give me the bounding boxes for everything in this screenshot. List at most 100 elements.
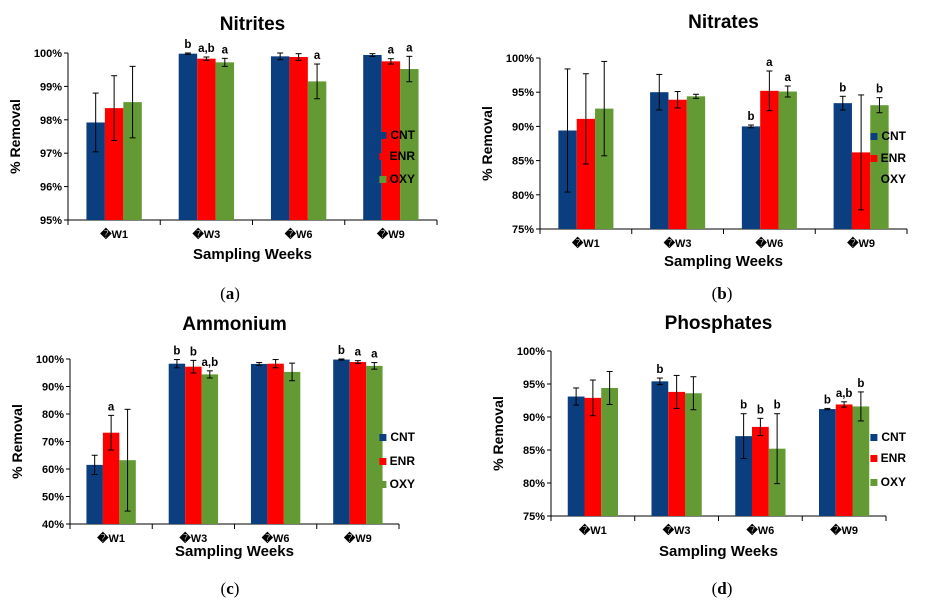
bar-oxy [283,371,301,524]
x-axis-label: Sampling Weeks [175,543,294,560]
bar-enr [835,404,853,516]
significance-label: b [774,400,781,412]
y-tick-label: 40% [42,519,64,531]
significance-label: a,b [836,388,853,400]
y-tick-label: 100% [506,53,534,65]
bar-oxy [601,387,618,516]
y-axis-label: % Removal [7,99,23,174]
bar-enr [267,363,284,524]
y-tick-label: 75% [512,224,534,236]
legend-label-enr: ENR [881,451,907,465]
x-tick-label: �W3 [663,236,692,250]
bar-cnt [363,55,382,221]
bar-cnt [86,464,103,524]
significance-label: b [857,378,864,390]
y-tick-label: 50% [42,492,64,504]
bar-oxy [123,102,142,220]
y-axis-label: % Removal [479,106,495,181]
bar-cnt [567,396,585,516]
legend-swatch-cnt [379,434,387,441]
chart-title: Ammonium [182,314,287,335]
y-tick-label: 95% [512,87,534,99]
legend-label-cnt: CNT [881,430,906,444]
legend-swatch-oxy [379,176,387,183]
bar-cnt [833,103,852,229]
legend-label-oxy: OXY [881,172,906,186]
y-tick-label: 98% [40,115,62,127]
significance-label: b [824,394,831,406]
chart-panel-a: Nitrites % Removal 95% 96% 97% 98% 99% 100% �W1 �… [7,14,438,303]
x-axis-label: Sampling Weeks [659,543,778,560]
bar-enr [584,397,602,516]
x-tick-label: �W9 [829,523,858,537]
significance-label: b [740,400,747,412]
chart-title: Nitrites [220,14,285,35]
significance-label: b [757,404,764,416]
bar-cnt [650,92,669,229]
x-tick-label: �W3 [662,523,691,537]
y-tick-label: 90% [523,412,545,424]
significance-label: a,b [198,43,215,55]
legend-swatch-enr [379,458,387,465]
y-tick-label: 100% [34,48,62,60]
y-tick-label: 100% [36,354,64,366]
significance-label: a [388,45,395,57]
significance-label: a [785,72,792,84]
legend-swatch-enr [870,155,878,162]
x-axis-label: Sampling Weeks [193,246,312,263]
bar-enr [185,366,202,524]
x-tick-label: �W3 [178,531,207,545]
bar-oxy [400,69,419,220]
bar-enr [349,362,367,524]
bar-oxy [852,406,870,516]
bar-cnt [250,363,268,524]
caption-close-paren: ) [234,579,240,598]
y-tick-label: 60% [42,464,64,476]
significance-label: a [314,50,321,62]
y-tick-label: 80% [42,409,64,421]
significance-label: b [190,346,197,358]
legend-label-cnt: CNT [390,128,415,142]
significance-label: b [839,82,846,94]
legend-swatch-cnt [870,434,878,441]
bar-oxy [215,62,235,220]
y-tick-label: 96% [40,182,62,194]
x-tick-label: �W1 [571,236,600,250]
significance-label: b [748,111,755,123]
legend-swatch-enr [379,153,387,160]
bar-oxy [686,96,706,229]
caption-open-paren: ( [712,284,718,303]
y-tick-label: 80% [523,478,545,490]
bar-oxy [595,108,614,229]
caption-close-paren: ) [727,579,733,598]
chart-panel-c: Ammonium % Removal 40% 50% 60% 70% 80% 90% 100% �… [9,314,416,598]
significance-label: a [355,347,362,359]
caption-open-paren: ( [220,284,226,303]
y-tick-label: 85% [523,445,545,457]
bar-enr [668,391,685,516]
significance-label: b [656,364,663,376]
legend-swatch-cnt [870,133,878,140]
significance-label: a,b [202,357,219,369]
legend-swatch-cnt [379,132,387,139]
legend-label-enr: ENR [881,151,907,165]
caption-open-paren: ( [712,579,718,598]
bar-oxy [685,393,702,516]
caption-letter: c [226,579,234,598]
panel-caption: (b) [712,284,733,303]
x-tick-label: �W3 [191,227,220,241]
bar-cnt [735,436,752,516]
x-axis-label: Sampling Weeks [664,253,783,270]
chart-panel-d: Phosphates % Removal 75% 80% 85% 90% 95% 100% �W… [490,313,907,598]
x-tick-label: �W6 [745,523,774,537]
y-tick-label: 70% [42,437,64,449]
chart-title: Nitrates [688,12,759,33]
panel-caption: (d) [712,579,733,598]
panel-caption: (c) [221,579,240,598]
caption-letter: a [226,284,235,303]
x-tick-label: �W1 [96,531,125,545]
y-tick-label: 99% [40,81,62,93]
y-tick-label: 85% [512,156,534,168]
bar-enr [104,108,124,220]
